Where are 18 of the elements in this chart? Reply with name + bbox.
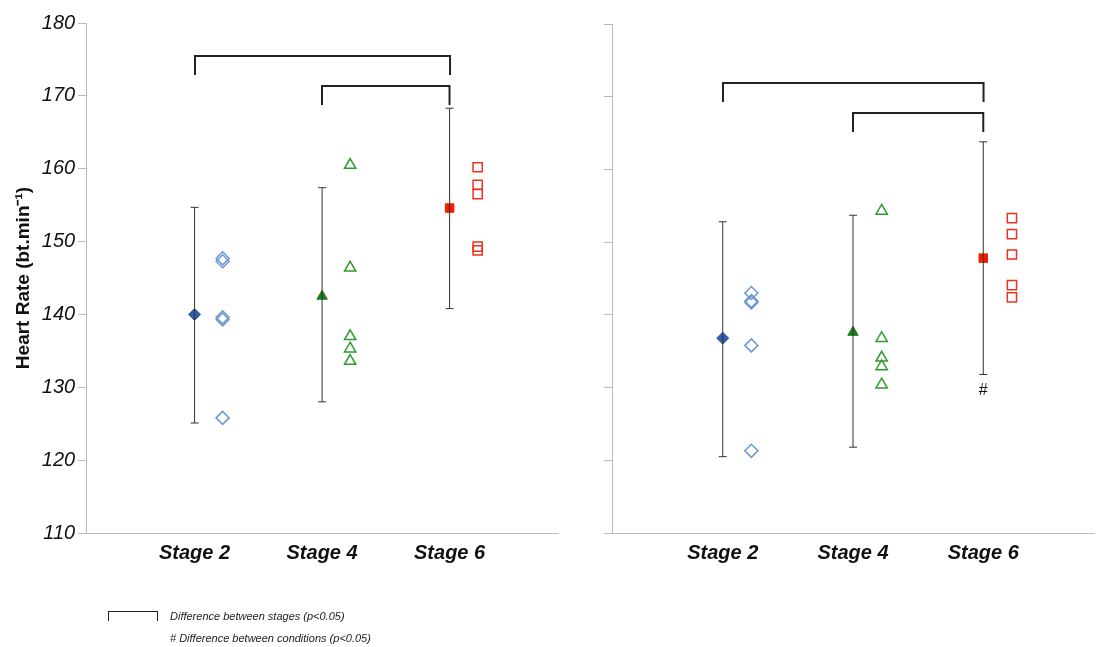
x-tick-label: Stage 6	[414, 540, 487, 563]
y-tick-label: 150	[41, 229, 76, 252]
x-tick-label: Stage 4	[286, 540, 358, 563]
y-tick-label: 160	[41, 156, 76, 179]
x-tick-label: Stage 6	[947, 540, 1020, 563]
y-tick-label: 110	[43, 520, 76, 543]
y-tick-label: 130	[41, 374, 76, 397]
x-tick-label: Stage 2	[687, 540, 759, 563]
text: # Difference between conditions (p<0.05)	[170, 632, 371, 644]
x-tick-label: Stage 2	[158, 540, 231, 563]
y-tick-label: 180	[41, 10, 76, 33]
y-tick-label: 140	[41, 301, 76, 324]
y-tick-label: 120	[41, 447, 76, 470]
x-tick-label: Stage 4	[817, 540, 889, 563]
annotation: #	[978, 380, 988, 398]
text: Difference between stages (p<0.05)	[170, 610, 345, 622]
y-tick-label: 170	[41, 83, 76, 106]
y-axis-title: Heart Rate (bt.min⁻¹)	[11, 186, 33, 370]
